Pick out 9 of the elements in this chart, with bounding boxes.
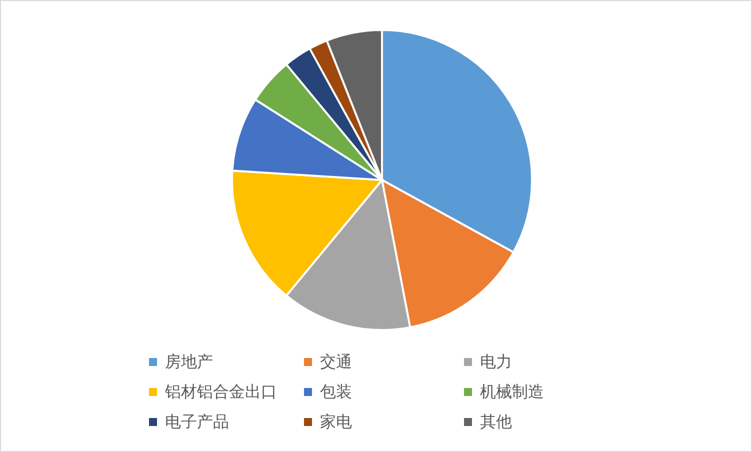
legend-label: 其他 <box>480 412 512 432</box>
legend-label: 铝材铝合金出口 <box>165 382 277 402</box>
legend-label: 包装 <box>320 382 352 402</box>
legend-label: 家电 <box>320 412 352 432</box>
legend-label: 电力 <box>480 352 512 372</box>
legend-label: 房地产 <box>165 352 213 372</box>
legend-label: 交通 <box>320 352 352 372</box>
legend-label: 机械制造 <box>480 382 544 402</box>
legend-label: 电子产品 <box>165 412 229 432</box>
